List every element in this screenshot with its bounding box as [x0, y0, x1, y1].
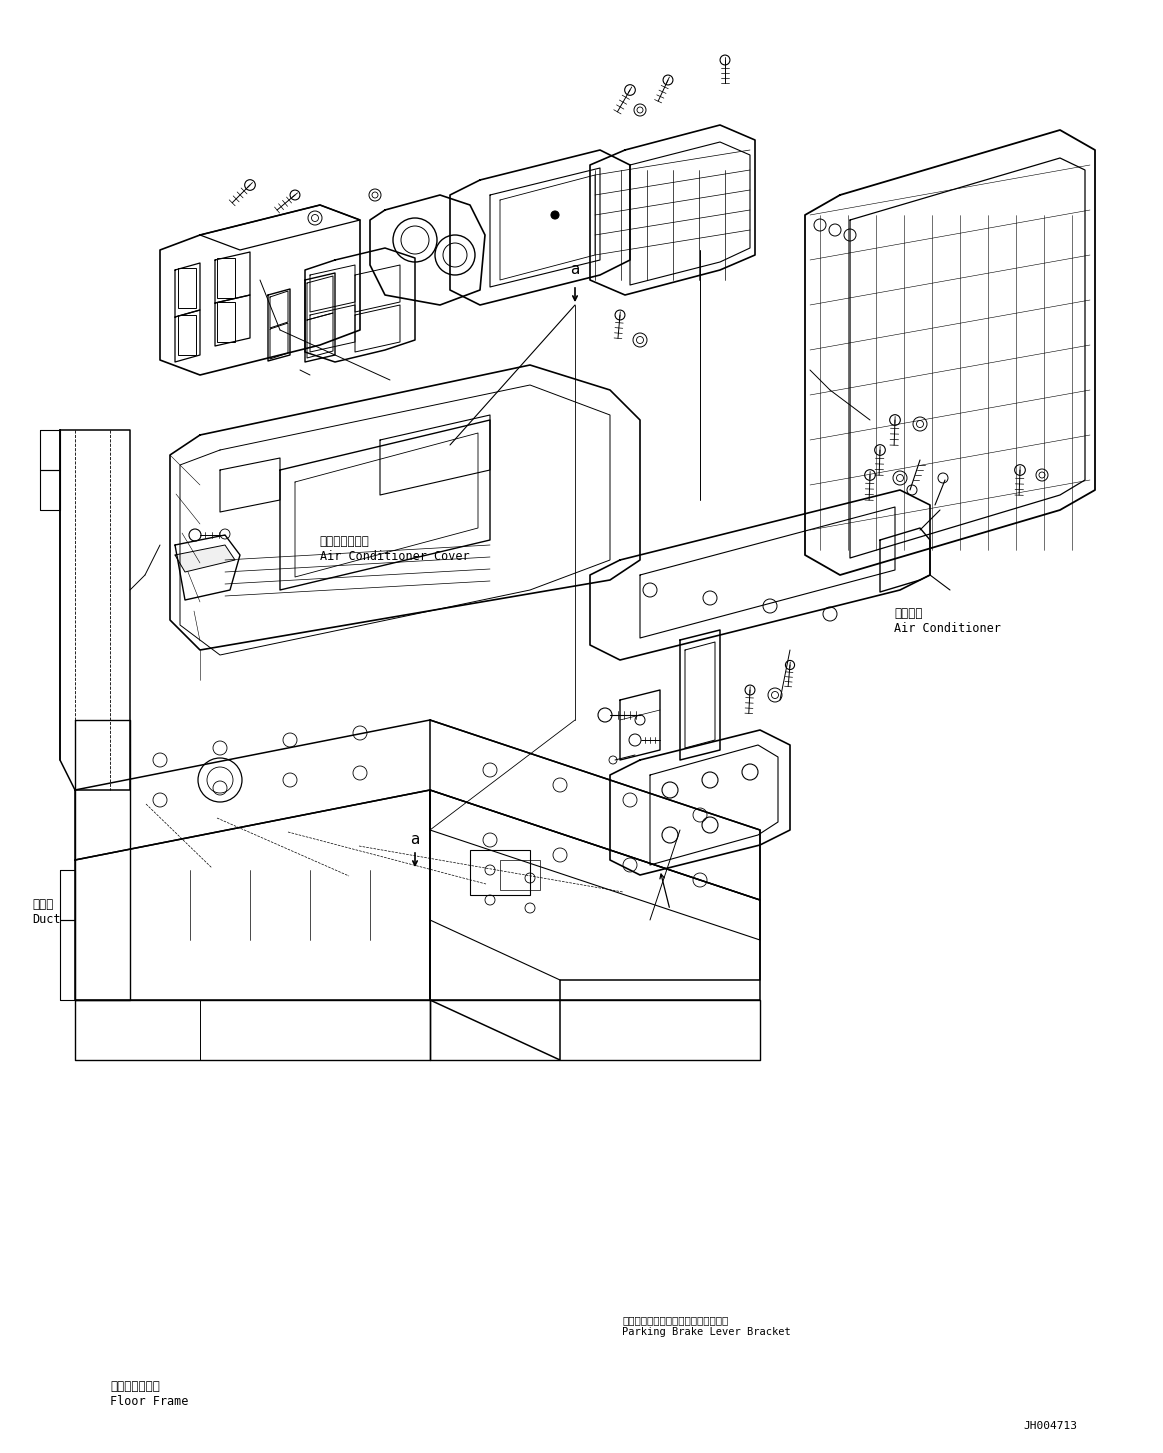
Text: a: a	[570, 263, 579, 278]
Text: フロアフレーム
Floor Frame: フロアフレーム Floor Frame	[110, 1380, 188, 1408]
Text: パーキングブレーキレバーブラケット
Parking Brake Lever Bracket: パーキングブレーキレバーブラケット Parking Brake Lever Br…	[622, 1315, 791, 1337]
Circle shape	[551, 211, 559, 219]
Bar	[178, 315, 197, 355]
Text: JH004713: JH004713	[1023, 1421, 1077, 1431]
Text: ダクト
Duct: ダクト Duct	[33, 898, 62, 926]
Bar	[217, 259, 235, 298]
Text: a: a	[411, 833, 420, 847]
Text: エアコン
Air Conditioner: エアコン Air Conditioner	[894, 607, 1001, 635]
Bar	[178, 267, 197, 308]
Text: エアコンカバー
Air Conditioner Cover: エアコンカバー Air Conditioner Cover	[320, 535, 470, 562]
Bar	[500, 860, 540, 891]
Bar	[470, 850, 530, 895]
Polygon shape	[174, 545, 235, 572]
Bar	[217, 302, 235, 341]
